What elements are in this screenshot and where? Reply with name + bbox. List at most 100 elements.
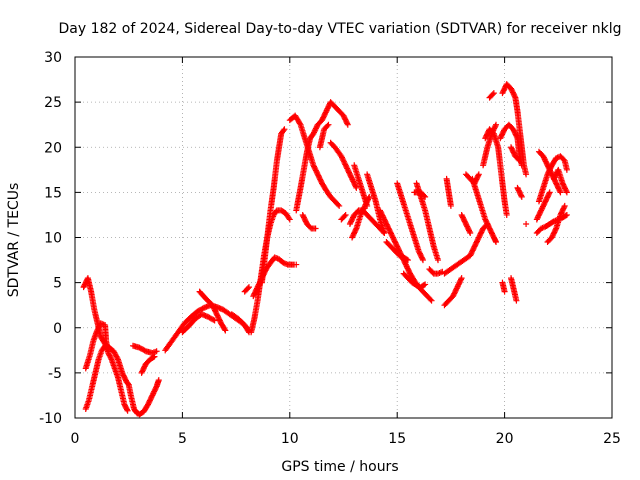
data-point: [285, 215, 292, 222]
data-point: [546, 190, 553, 197]
data-point: [341, 160, 348, 167]
data-point: [114, 354, 121, 361]
series-arc-23: [349, 193, 373, 241]
grid: [75, 57, 612, 418]
x-axis-title: GPS time / hours: [281, 459, 398, 475]
data-point: [458, 275, 465, 282]
series-arc-25: [377, 207, 435, 304]
data-point: [489, 91, 496, 98]
series-arc-11: [241, 284, 252, 295]
series-arc-08: [196, 288, 229, 334]
data-point: [490, 90, 497, 97]
series-arc-43: [508, 144, 523, 164]
data-point: [562, 212, 569, 219]
data-point: [523, 220, 530, 227]
data-point: [492, 122, 499, 129]
data-point: [546, 189, 553, 196]
series-arc-39: [480, 121, 500, 169]
data-point: [365, 195, 372, 202]
y-axis-title: SDTVAR / TECUs: [6, 183, 22, 298]
data-point: [513, 133, 520, 140]
data-point: [222, 327, 229, 334]
data-point: [511, 93, 518, 100]
data-point: [403, 256, 410, 263]
data-point: [293, 261, 300, 268]
series-arc-14: [258, 126, 288, 286]
series-arc-32: [441, 275, 465, 309]
series-arc-38: [482, 126, 510, 218]
y-tick-label: 10: [44, 231, 62, 247]
data-point: [467, 229, 474, 236]
data-point: [151, 353, 158, 360]
y-tick-label: -5: [48, 366, 62, 382]
data-point: [340, 157, 347, 164]
data-points: [80, 81, 570, 418]
data-point: [419, 255, 426, 262]
data-point: [338, 153, 345, 160]
series-arc-27: [394, 180, 426, 264]
data-point: [436, 269, 443, 276]
data-point: [503, 211, 510, 218]
series-arc-17: [293, 99, 351, 214]
data-point: [501, 288, 508, 295]
series-arc-06: [138, 353, 158, 376]
data-point: [107, 355, 114, 362]
series-arc-40: [486, 90, 497, 101]
data-point: [557, 189, 564, 196]
data-point: [518, 193, 525, 200]
data-point: [335, 201, 342, 208]
data-point: [475, 172, 482, 179]
series-arc-26: [383, 239, 411, 264]
data-point: [563, 166, 570, 173]
series-arc-10: [228, 311, 252, 336]
series-arc-18: [316, 121, 332, 151]
data-point: [244, 285, 251, 292]
data-point: [422, 193, 429, 200]
series-arc-35: [458, 211, 474, 236]
series-arc-47: [523, 220, 530, 227]
data-point: [344, 165, 351, 172]
series-arc-51: [533, 211, 570, 236]
data-point: [343, 164, 350, 171]
data-point: [280, 127, 287, 134]
data-point: [281, 126, 288, 133]
data-point: [211, 317, 218, 324]
data-point: [312, 225, 319, 232]
data-point: [344, 120, 351, 127]
series-arc-46: [514, 184, 525, 200]
data-point: [493, 121, 500, 128]
data-point: [513, 297, 520, 304]
data-point: [155, 377, 162, 384]
data-point: [458, 276, 465, 283]
series-arc-53: [551, 166, 570, 196]
data-point: [475, 171, 482, 178]
series-arc-29: [411, 189, 429, 200]
data-point: [563, 188, 570, 195]
data-point: [428, 297, 435, 304]
data-point: [245, 284, 252, 291]
data-point: [324, 122, 331, 129]
data-point: [124, 407, 131, 414]
data-point: [381, 229, 388, 236]
data-point: [435, 257, 442, 264]
data-point: [518, 192, 525, 199]
data-point: [342, 162, 349, 169]
data-point: [518, 162, 525, 169]
x-tick-label: 15: [388, 431, 406, 447]
data-point: [353, 184, 360, 191]
data-point: [404, 257, 411, 264]
y-tick-label: 20: [44, 140, 62, 156]
data-point: [352, 226, 359, 233]
x-tick-label: 20: [496, 431, 514, 447]
data-point: [552, 226, 559, 233]
data-point: [344, 121, 351, 128]
data-point: [421, 282, 428, 289]
series-arc-31: [426, 266, 446, 277]
data-point: [339, 155, 346, 162]
data-point: [325, 121, 332, 128]
data-point: [104, 346, 111, 353]
data-point: [419, 257, 426, 264]
series-arc-54: [293, 261, 300, 268]
data-point: [105, 347, 112, 354]
